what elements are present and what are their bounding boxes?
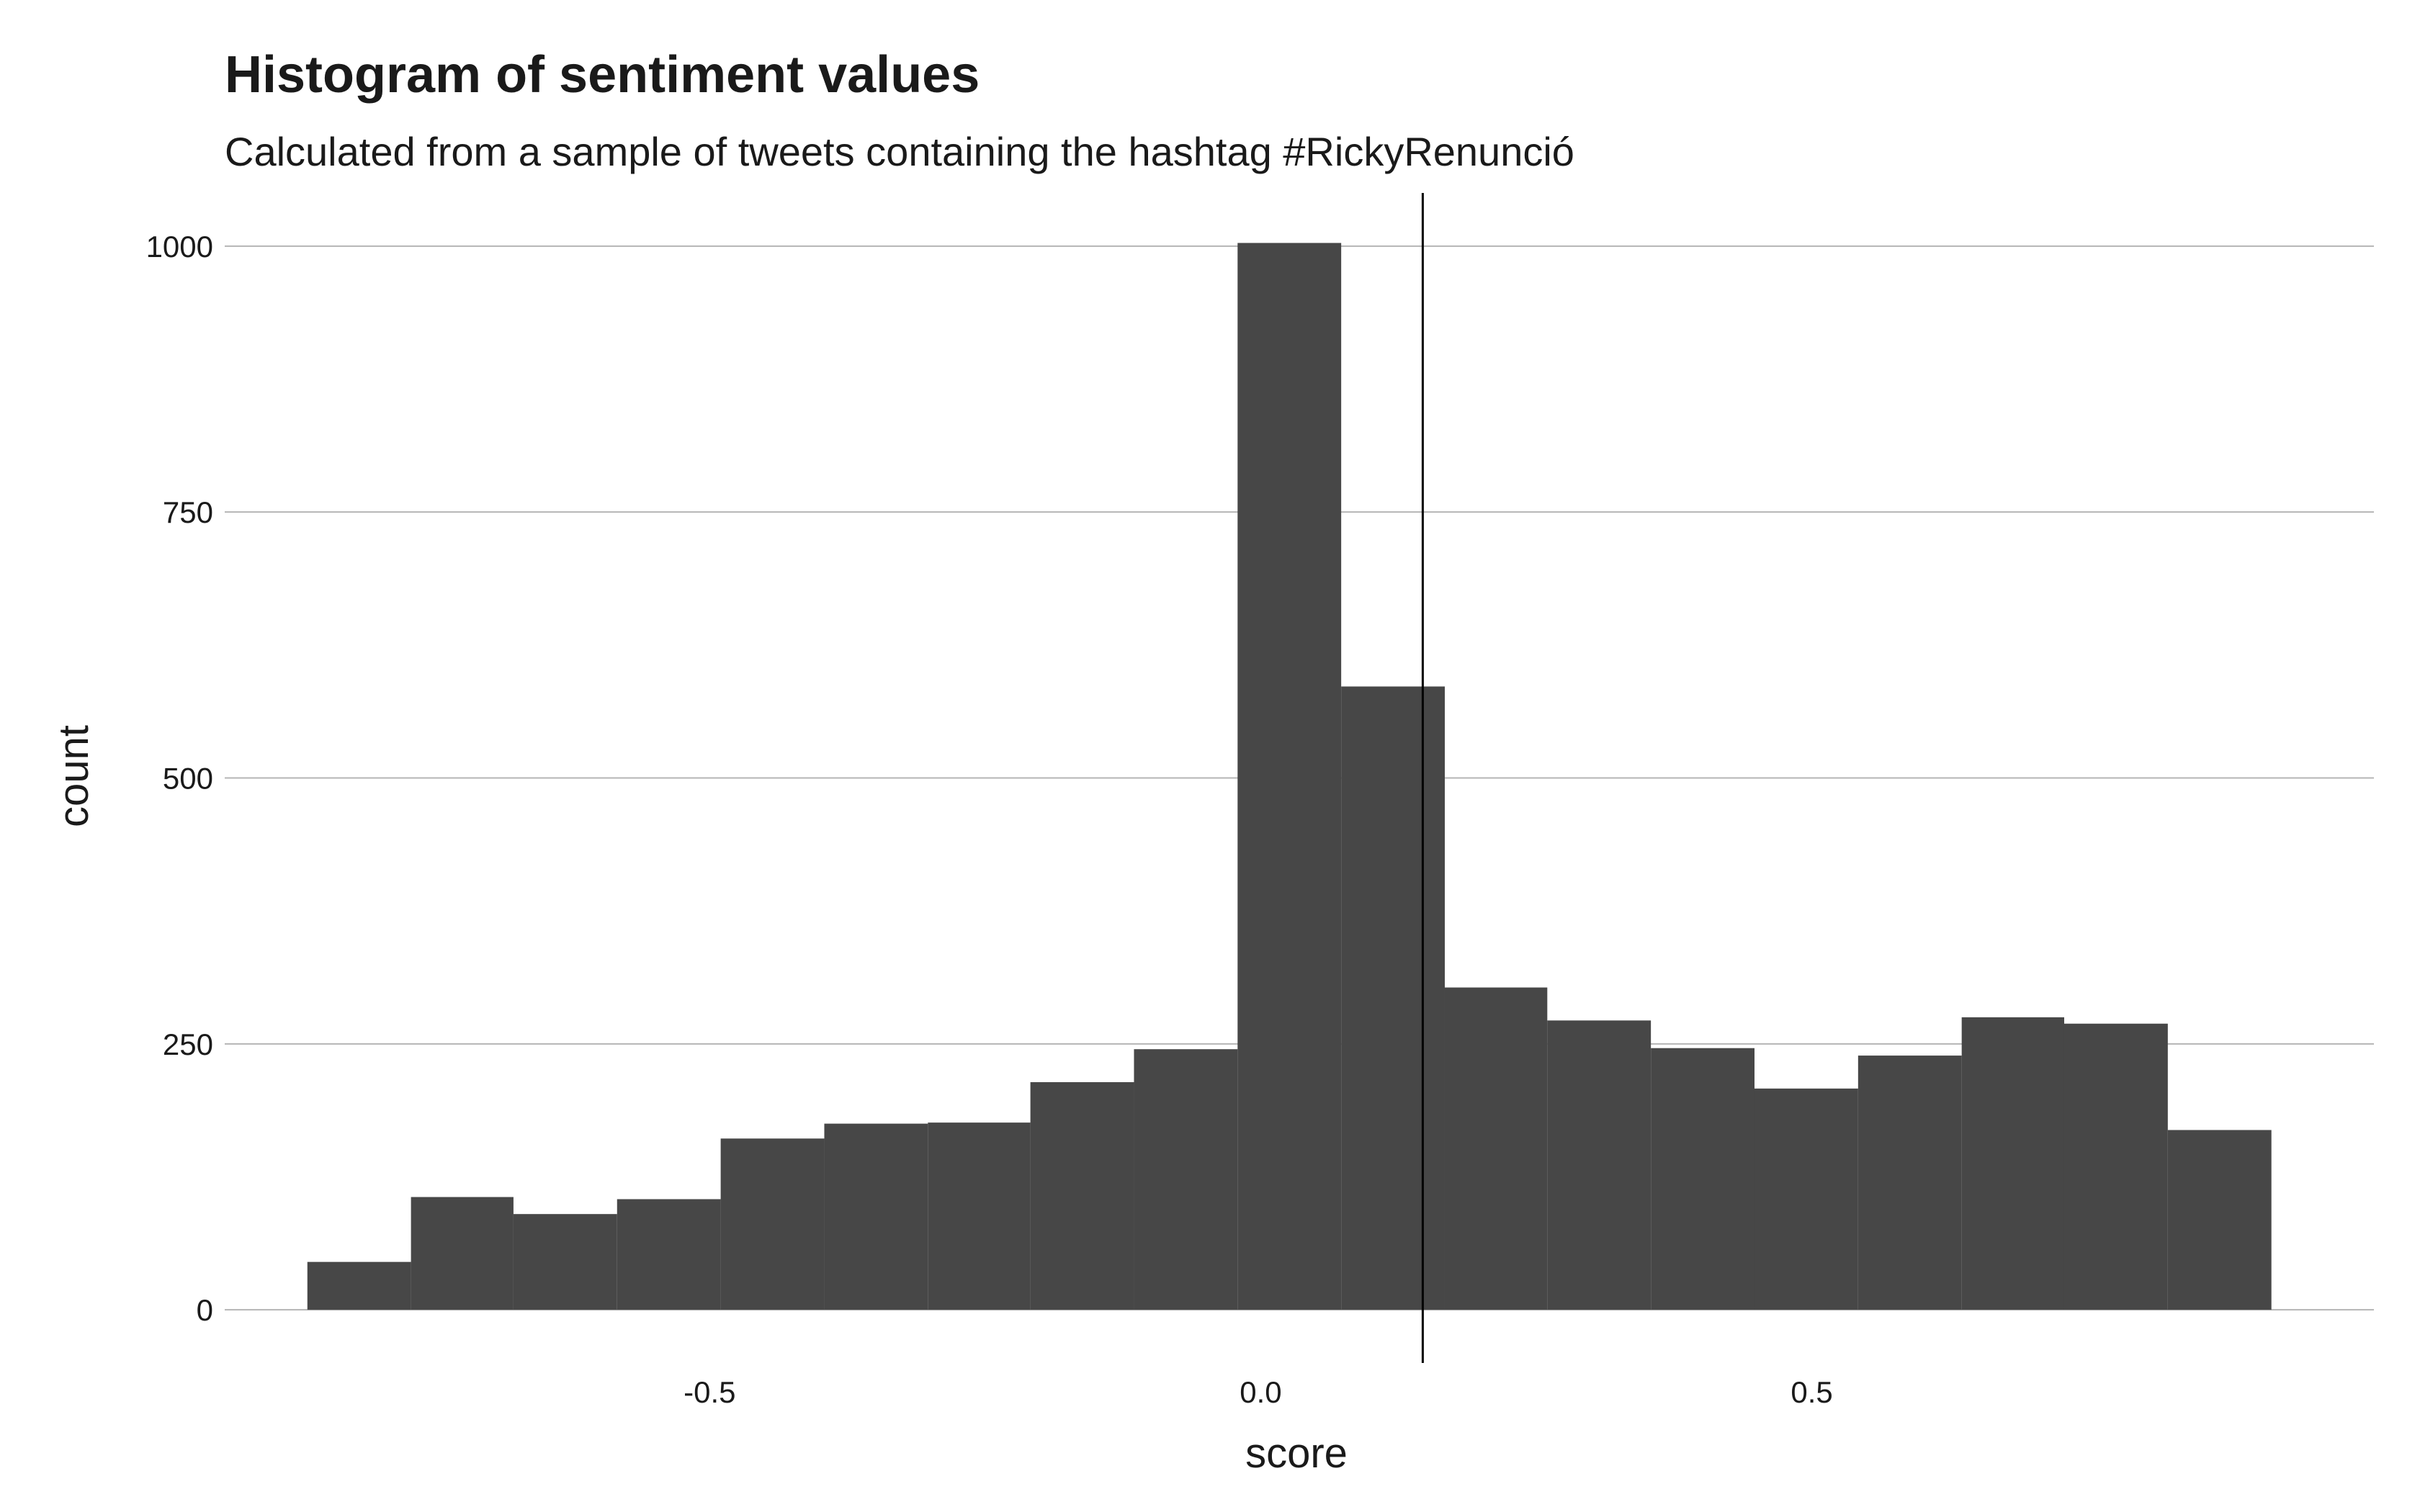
histogram-bar <box>1651 1048 1754 1310</box>
histogram-bar <box>1237 243 1342 1310</box>
histogram-bar <box>411 1197 514 1310</box>
histogram-bars <box>307 243 2272 1310</box>
chart-title: Histogram of sentiment values <box>225 46 980 104</box>
histogram-bar <box>307 1261 411 1310</box>
x-axis-ticks: -0.5 0.0 0.5 <box>684 1375 1833 1409</box>
histogram-bar <box>2167 1130 2272 1310</box>
x-tick-label: -0.5 <box>684 1375 735 1409</box>
x-tick-label: 0.5 <box>1791 1375 1832 1409</box>
histogram-bar <box>513 1214 617 1310</box>
histogram-bar <box>928 1122 1031 1310</box>
histogram-bar <box>720 1138 825 1310</box>
y-axis-ticks: 0 250 500 750 1000 <box>146 230 213 1327</box>
histogram-bar <box>1857 1056 1962 1310</box>
x-axis-title: score <box>1245 1430 1348 1477</box>
histogram-bar <box>1444 987 1548 1310</box>
histogram-bar <box>1134 1049 1238 1310</box>
y-tick-label: 1000 <box>146 230 213 264</box>
histogram-bar <box>1547 1020 1652 1310</box>
histogram-bar <box>824 1123 928 1310</box>
x-tick-label: 0.0 <box>1240 1375 1281 1409</box>
histogram-bar <box>2063 1023 2168 1310</box>
y-tick-label: 500 <box>163 762 213 796</box>
histogram-bar <box>1030 1082 1134 1310</box>
histogram-bar <box>617 1199 721 1310</box>
histogram-bar <box>1961 1017 2064 1310</box>
histogram-bar <box>1341 686 1445 1310</box>
y-tick-label: 750 <box>163 495 213 529</box>
y-tick-label: 0 <box>197 1293 213 1327</box>
histogram-bar <box>1754 1088 1858 1310</box>
chart-subtitle: Calculated from a sample of tweets conta… <box>225 129 1574 174</box>
y-tick-label: 250 <box>163 1027 213 1061</box>
y-axis-title: count <box>50 725 97 827</box>
